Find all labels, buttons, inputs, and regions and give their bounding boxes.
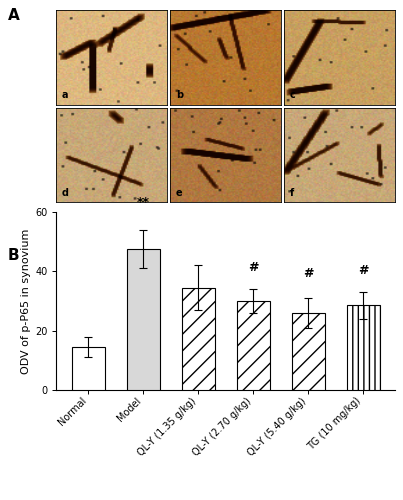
Y-axis label: ODV of p-P65 in synovium: ODV of p-P65 in synovium: [21, 228, 31, 374]
Text: A: A: [8, 8, 20, 22]
Text: **: **: [137, 196, 150, 209]
Text: #: #: [248, 261, 258, 274]
Bar: [72, 347, 105, 390]
Text: e: e: [176, 188, 183, 198]
Text: f: f: [290, 188, 294, 198]
Text: d: d: [62, 188, 69, 198]
Text: c: c: [290, 90, 295, 100]
Text: b: b: [176, 90, 183, 100]
Text: a: a: [62, 90, 69, 100]
Bar: [292, 313, 324, 390]
Bar: [237, 301, 270, 390]
Text: #: #: [358, 264, 368, 277]
Bar: [347, 306, 380, 390]
Bar: [127, 249, 160, 390]
Bar: [182, 288, 215, 390]
Text: #: #: [303, 267, 314, 280]
Text: B: B: [8, 248, 20, 262]
